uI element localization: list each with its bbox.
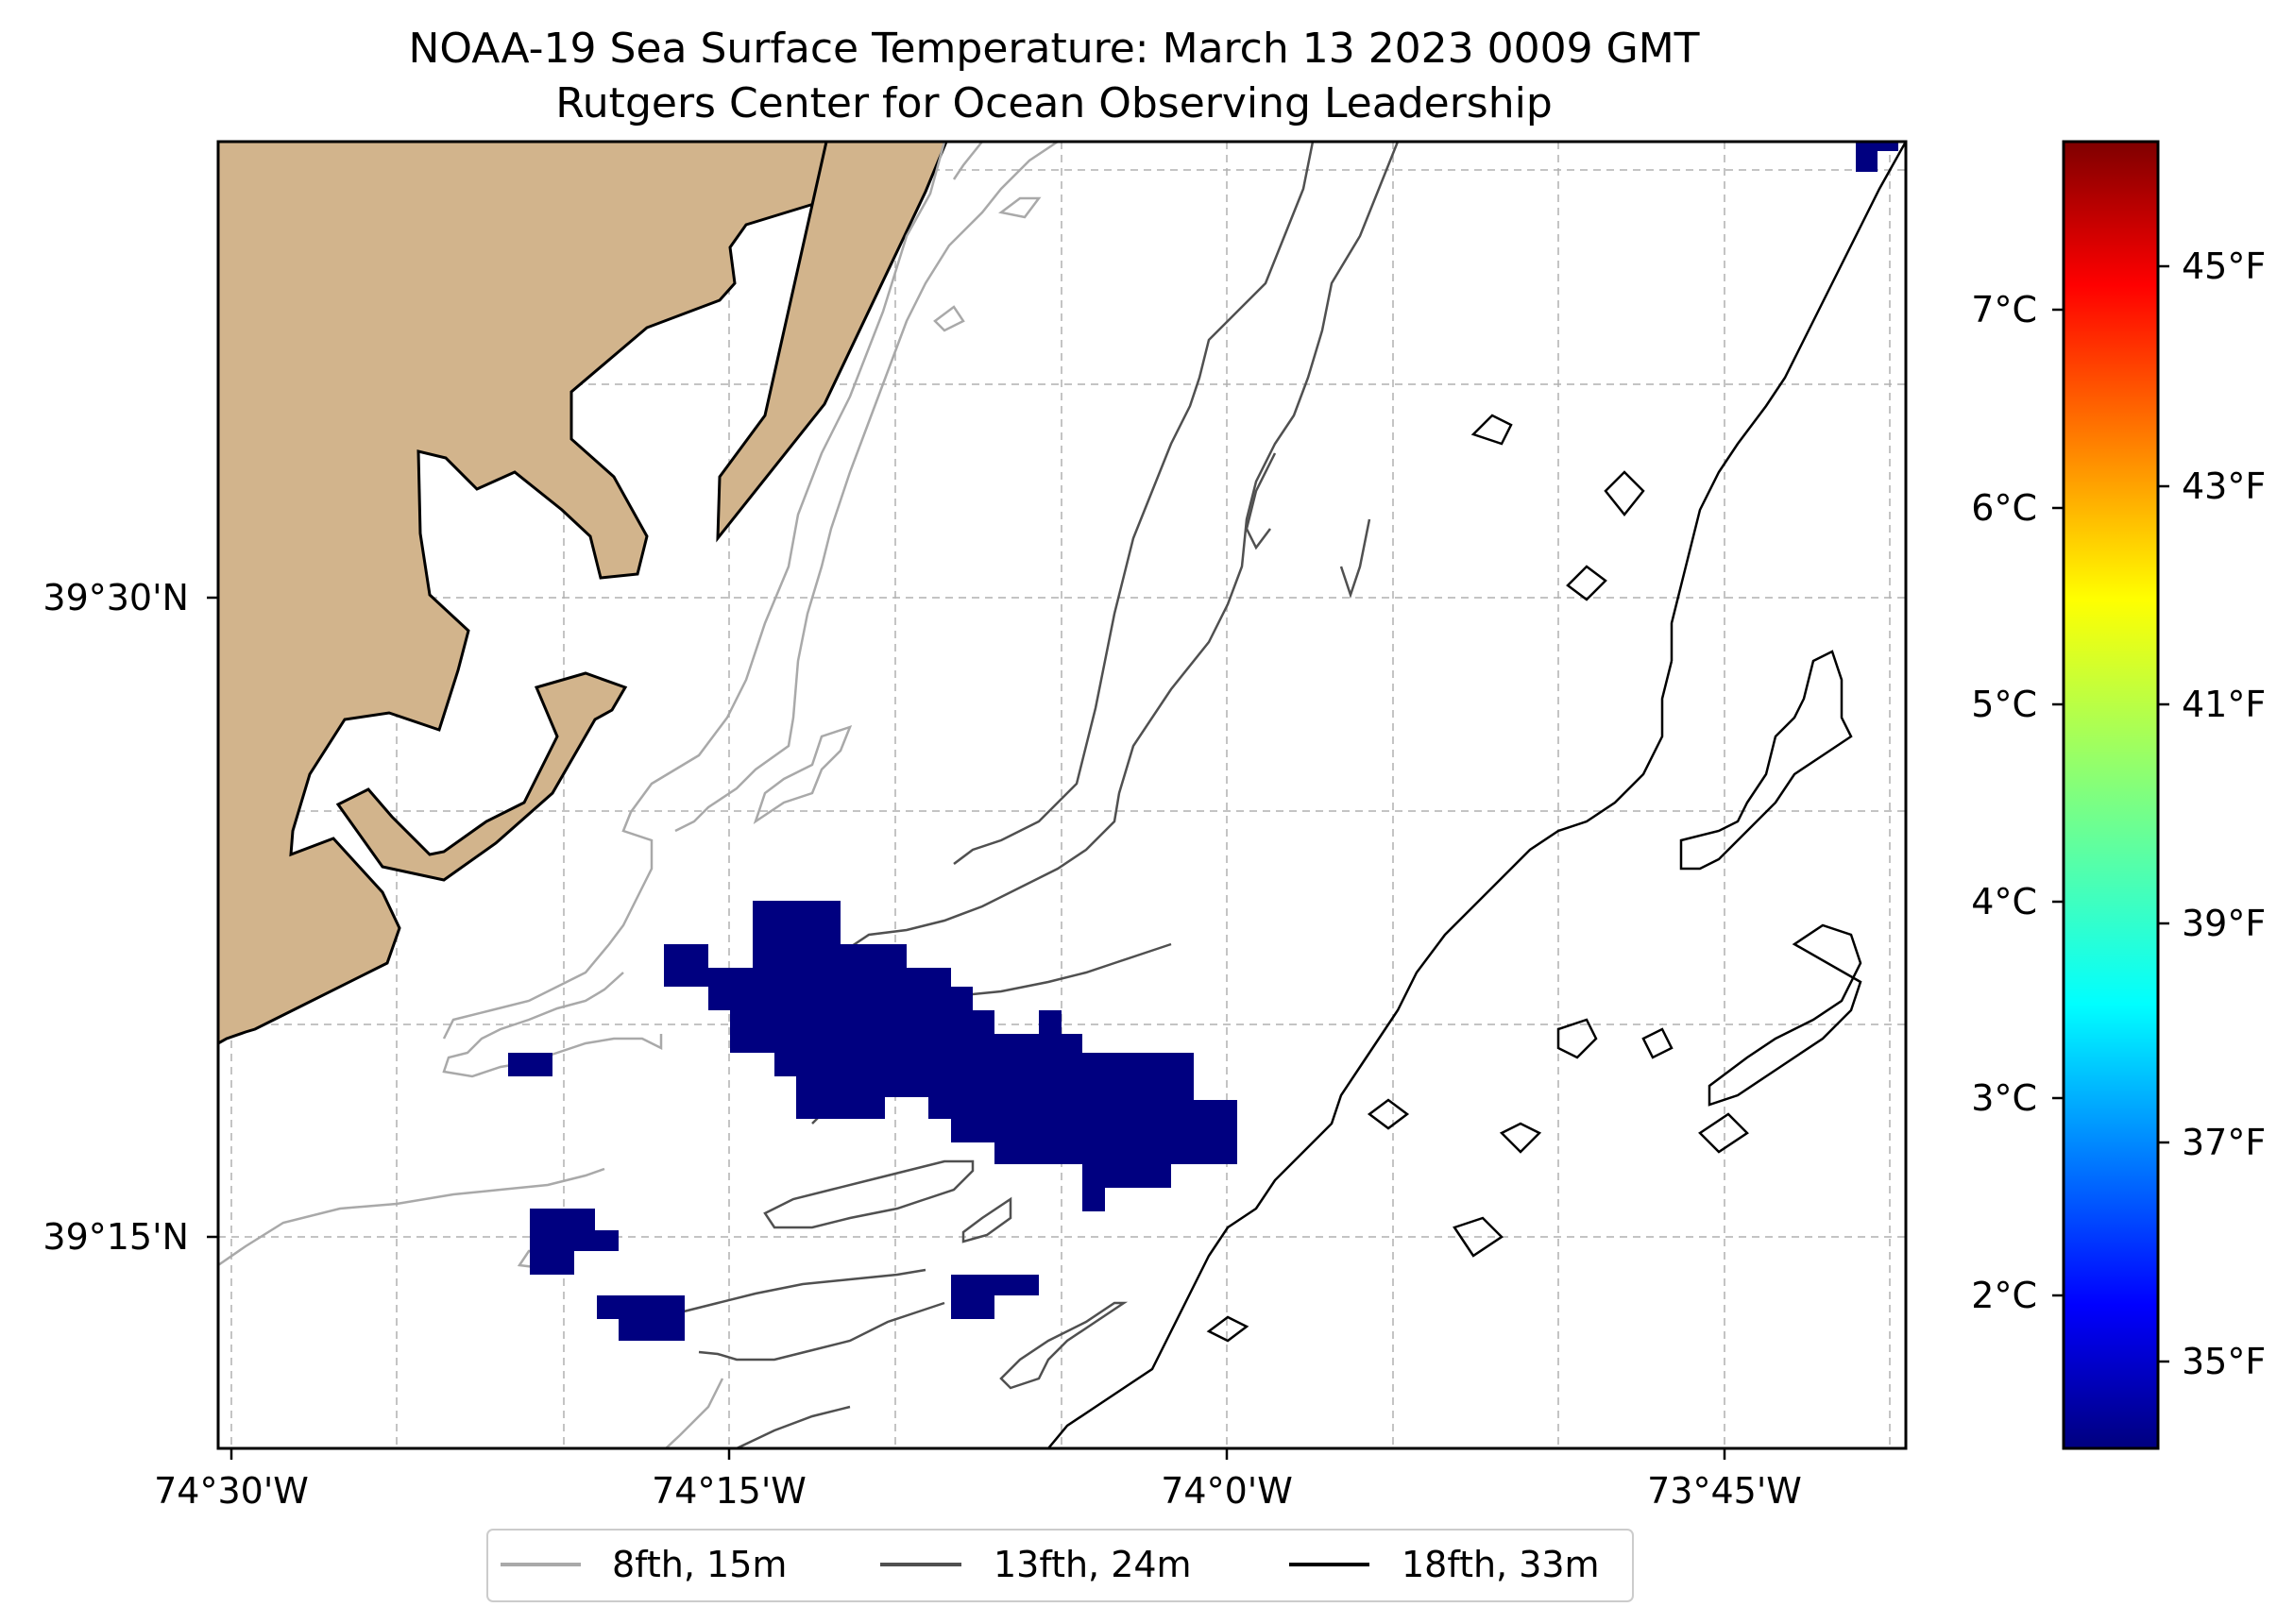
map-subtitle: Rutgers Center for Ocean Observing Leade… (555, 79, 1553, 127)
sst-patch-small-4 (951, 1275, 1039, 1319)
colorbar-fahrenheit-label: 45°F (2182, 245, 2266, 287)
sst-data-pixels (508, 142, 1898, 1341)
lat-tick-label: 39°30'N (42, 577, 189, 618)
sst-patch-small-3 (597, 1295, 685, 1341)
legend-box (486, 1529, 1634, 1602)
colorbar-gradient (2062, 140, 2160, 1450)
legend-label: 8fth, 15m (612, 1544, 787, 1585)
colorbar-celsius-label: 2°C (1971, 1275, 2037, 1316)
contour-13fth-24m (679, 142, 1400, 1448)
lon-tick-label: 73°45'W (1647, 1470, 1802, 1512)
contour-18fth-33m (1047, 142, 1906, 1448)
land-spit (335, 671, 628, 882)
legend-label: 13fth, 24m (994, 1544, 1192, 1585)
land-mainland (218, 142, 833, 1045)
lon-tick-label: 74°30'W (154, 1470, 309, 1512)
colorbar-fahrenheit-label: 39°F (2182, 903, 2266, 944)
lat-tick-label: 39°15'N (42, 1216, 189, 1258)
contour-legend: 8fth, 15m 13fth, 24m 18fth, 33m (486, 1529, 1634, 1602)
colorbar-celsius-label: 7°C (1971, 289, 2037, 330)
colorbar-fahrenheit-label: 37°F (2182, 1122, 2266, 1163)
colorbar-celsius-label: 5°C (1971, 684, 2037, 725)
map-frame (216, 140, 1908, 1450)
legend-label: 18fth, 33m (1402, 1544, 1600, 1585)
lon-axis: 74°30'W 74°15'W 74°0'W 73°45'W (154, 1448, 1802, 1512)
sst-patch-corner (1856, 142, 1898, 172)
colorbar-fahrenheit-label: 35°F (2182, 1341, 2266, 1382)
sst-patch-small-2 (530, 1209, 619, 1275)
lon-tick-label: 74°15'W (652, 1470, 807, 1512)
lat-axis: 39°30'N 39°15'N (42, 577, 218, 1258)
sst-patch-main (664, 901, 1237, 1211)
lon-tick-label: 74°0'W (1161, 1470, 1293, 1512)
contour-8fth-15m (218, 142, 1059, 1448)
colorbar-celsius-label: 3°C (1971, 1077, 2037, 1119)
colorbar-fahrenheit-label: 41°F (2182, 684, 2266, 725)
colorbar: 7°C 6°C 5°C 4°C 3°C 2°C 45°F 43°F 41°F 3… (1971, 140, 2266, 1450)
colorbar-celsius-label: 6°C (1971, 487, 2037, 529)
map-title: NOAA-19 Sea Surface Temperature: March 1… (408, 25, 1699, 73)
sst-patch-small-1 (508, 1053, 552, 1076)
map-area (218, 142, 1906, 1448)
colorbar-fahrenheit-label: 43°F (2182, 465, 2266, 507)
colorbar-celsius-label: 4°C (1971, 881, 2037, 922)
